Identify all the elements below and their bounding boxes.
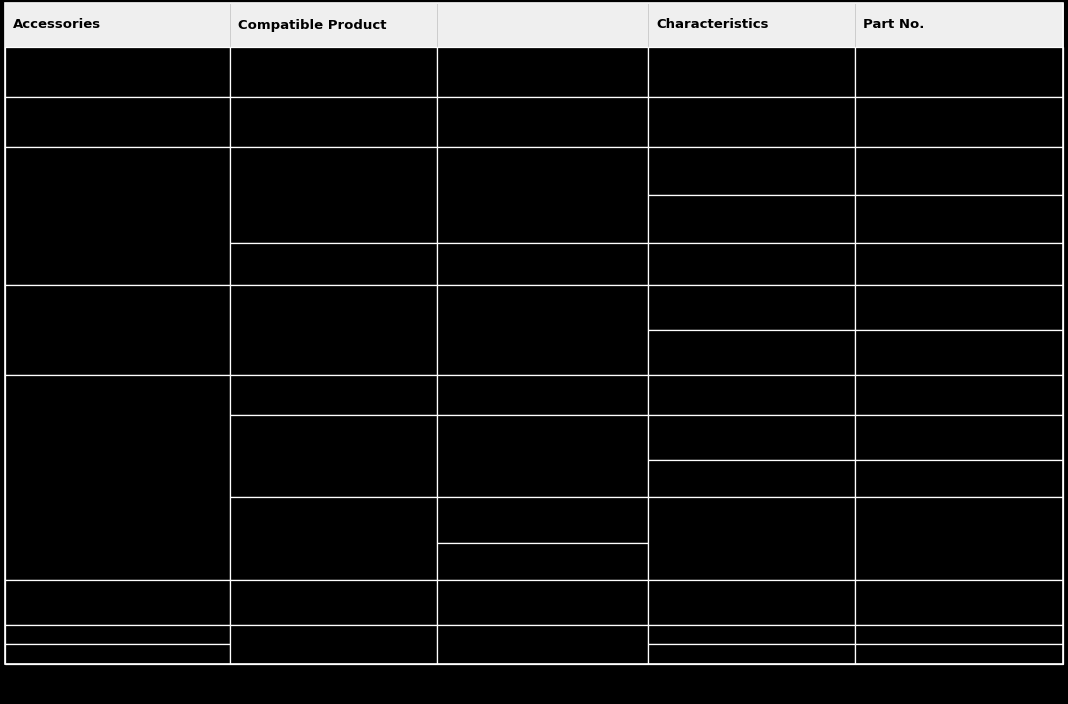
Bar	[648, 147, 855, 195]
Bar	[855, 3, 1063, 47]
Bar	[437, 3, 648, 47]
Bar	[648, 415, 855, 460]
Bar	[230, 243, 437, 285]
Bar	[648, 97, 855, 147]
Bar	[855, 497, 1063, 580]
Bar	[648, 47, 855, 97]
Bar	[5, 285, 230, 375]
Bar	[230, 375, 437, 415]
Bar	[648, 195, 855, 243]
Bar	[437, 580, 648, 625]
Bar	[5, 375, 230, 580]
Bar	[230, 97, 437, 147]
Bar	[5, 3, 230, 47]
Bar	[648, 3, 855, 47]
Bar	[855, 147, 1063, 195]
Bar	[648, 580, 855, 625]
Bar	[437, 285, 648, 375]
Bar	[855, 625, 1063, 644]
Bar	[855, 580, 1063, 625]
Text: Part No.: Part No.	[863, 18, 925, 32]
Bar	[855, 330, 1063, 375]
Bar	[5, 97, 230, 147]
Bar	[5, 580, 230, 625]
Bar	[855, 47, 1063, 97]
Bar	[230, 625, 437, 664]
Bar	[648, 497, 855, 580]
Bar	[230, 580, 437, 625]
Bar	[230, 147, 437, 243]
Bar	[648, 375, 855, 415]
Bar	[437, 147, 648, 243]
Bar	[648, 644, 855, 664]
Bar	[855, 644, 1063, 664]
Bar	[437, 497, 648, 543]
Bar	[437, 543, 648, 580]
Bar	[855, 97, 1063, 147]
Bar	[648, 460, 855, 497]
Bar	[648, 285, 855, 330]
Bar	[230, 415, 437, 497]
Bar	[437, 243, 648, 285]
Bar	[855, 195, 1063, 243]
Bar	[230, 47, 437, 97]
Bar	[437, 47, 648, 97]
Bar	[855, 375, 1063, 415]
Bar	[230, 3, 437, 47]
Bar	[648, 243, 855, 285]
Bar	[855, 285, 1063, 330]
Bar	[5, 147, 230, 285]
Bar	[648, 330, 855, 375]
Bar	[5, 644, 230, 664]
Bar	[648, 625, 855, 644]
Bar	[230, 497, 437, 580]
Bar	[5, 47, 230, 97]
Text: Compatible Product: Compatible Product	[238, 18, 387, 32]
Bar	[855, 243, 1063, 285]
Bar	[437, 375, 648, 415]
Bar	[437, 625, 648, 664]
Bar	[5, 625, 230, 644]
Bar	[855, 415, 1063, 460]
Bar	[855, 460, 1063, 497]
Text: Characteristics: Characteristics	[656, 18, 769, 32]
Bar	[230, 285, 437, 375]
Text: Accessories: Accessories	[13, 18, 101, 32]
Bar	[437, 97, 648, 147]
Bar	[437, 415, 648, 497]
